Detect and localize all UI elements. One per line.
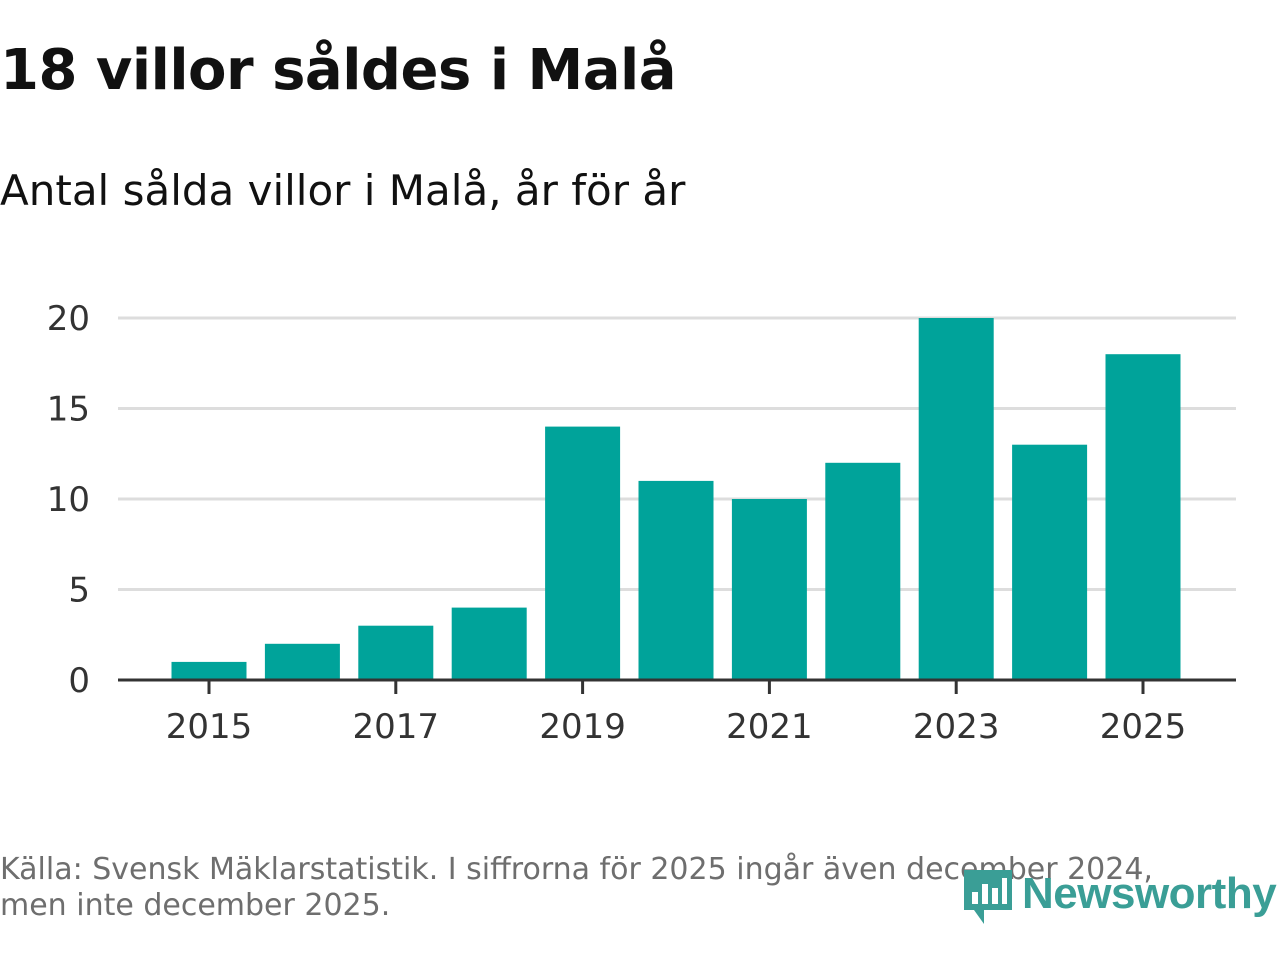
source-line-2: men inte december 2025. [0, 888, 391, 923]
bar-2015 [171, 661, 247, 680]
y-axis-labels: 0 5 10 15 20 [47, 299, 90, 701]
newsworthy-logo-text: Newsworthy [1022, 869, 1277, 918]
y-tick-label-15: 15 [47, 390, 90, 430]
bar-2021 [731, 499, 807, 680]
source-line-1: Källa: Svensk Mäklarstatistik. I siffror… [0, 852, 1153, 887]
bars [171, 318, 1181, 680]
x-axis [118, 678, 1236, 694]
bar-2025 [1105, 354, 1181, 680]
x-tick-label-2021: 2021 [726, 707, 813, 747]
bar-2023 [918, 318, 994, 680]
bar-2018 [451, 607, 527, 680]
x-tick-label-2015: 2015 [166, 707, 253, 747]
bar-2019 [545, 426, 621, 680]
newsworthy-logo-icon [964, 870, 1012, 924]
x-tick-label-2023: 2023 [913, 707, 1000, 747]
x-tick-label-2025: 2025 [1100, 707, 1187, 747]
bar-2020 [638, 480, 714, 680]
x-axis-labels: 2015 2017 2019 2021 2023 2025 [166, 707, 1187, 747]
y-tick-label-10: 10 [47, 480, 90, 520]
bar-chart: 0 5 10 15 20 2015 2017 2019 2021 2023 2025 [47, 299, 1236, 747]
bar-2016 [264, 643, 340, 680]
chart-subtitle: Antal sålda villor i Malå, år för år [0, 166, 686, 215]
x-tick-label-2017: 2017 [353, 707, 440, 747]
chart-title: 18 villor såldes i Malå [0, 38, 677, 103]
y-tick-label-0: 0 [68, 661, 90, 701]
bar-2017 [358, 625, 434, 680]
source-note: Källa: Svensk Mäklarstatistik. I siffror… [0, 852, 1210, 924]
bar-2022 [825, 462, 901, 680]
bar-2024 [1012, 444, 1088, 680]
x-tick-label-2019: 2019 [539, 707, 626, 747]
y-tick-label-20: 20 [47, 299, 90, 339]
newsworthy-logo: Newsworthy [962, 862, 1277, 926]
y-tick-label-5: 5 [68, 571, 90, 611]
